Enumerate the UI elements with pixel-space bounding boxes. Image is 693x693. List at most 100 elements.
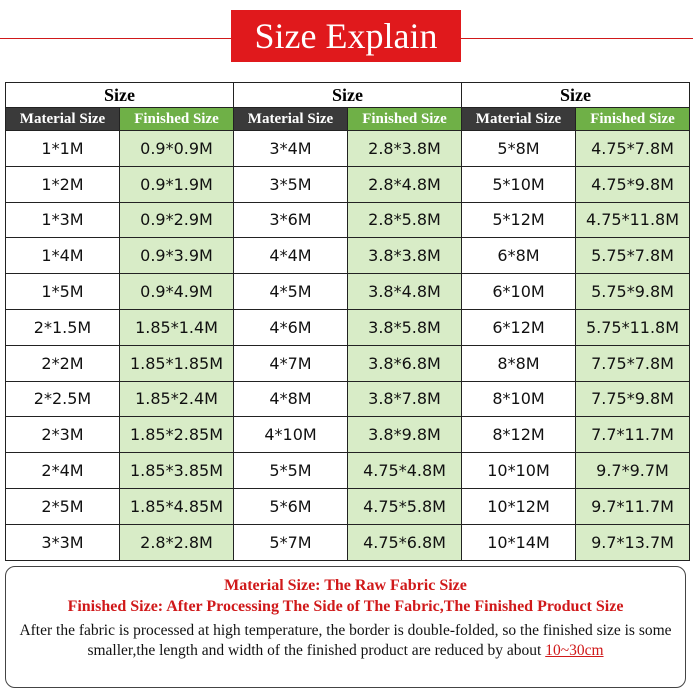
note-text: After the fabric is processed at high te…	[19, 622, 672, 659]
finished-size: 3.8*4.8M	[347, 273, 462, 310]
material-size: 8*10M	[461, 380, 576, 418]
finished-size: 0.9*1.9M	[119, 165, 234, 203]
table-row: 1*3M 0.9*2.9M 3*6M 2.8*5.8M 5*12M 4.75*11.8M	[5, 201, 690, 239]
material-size: 10*12M	[461, 487, 576, 525]
group-header: Size	[233, 82, 462, 108]
material-size: 8*8M	[461, 344, 576, 382]
column-header: Finished Size	[119, 107, 234, 131]
finished-size: 9.7*13.7M	[575, 523, 690, 561]
finished-size: 7.75*9.8M	[575, 380, 690, 418]
finished-size: 4.75*5.8M	[347, 487, 462, 525]
table-row: Material Size Finished Size Material Size F…	[5, 107, 690, 131]
table-row: 1*1M 0.9*0.9M 3*4M 2.8*3.8M 5*8M 4.75*7.8M	[5, 130, 690, 167]
finished-size: 1.85*3.85M	[119, 452, 234, 489]
finished-size: 3.8*6.8M	[347, 344, 462, 382]
material-size: 4*7M	[233, 344, 348, 382]
material-size: 3*4M	[233, 130, 348, 167]
table-row: 1*5M 0.9*4.9M 4*5M 3.8*4.8M 6*10M 5.75*9.8M	[5, 273, 690, 310]
table-row: 2*1.5M 1.85*1.4M 4*6M 3.8*5.8M 6*12M 5.75*11.…	[5, 308, 690, 346]
finished-size: 2.8*3.8M	[347, 130, 462, 167]
material-size: 8*12M	[461, 416, 576, 454]
table-row: 1*4M 0.9*3.9M 4*4M 3.8*3.8M 6*8M 5.75*7.8M	[5, 237, 690, 275]
material-size: 5*6M	[233, 487, 348, 525]
material-size: 5*10M	[461, 165, 576, 203]
finished-size: 1.85*2.85M	[119, 416, 234, 454]
material-size: 2*5M	[5, 487, 120, 525]
table-row: Size Size Size	[5, 82, 690, 108]
material-size: 5*12M	[461, 201, 576, 239]
finished-size: 0.9*2.9M	[119, 201, 234, 239]
material-size: 5*7M	[233, 523, 348, 561]
material-size: 2*4M	[5, 452, 120, 489]
note-finished: Finished Size: After Processing The Side…	[67, 598, 624, 615]
material-size: 1*5M	[5, 273, 120, 310]
note-body: After the fabric is processed at high te…	[6, 621, 685, 661]
finished-size: 2.8*2.8M	[119, 523, 234, 561]
table-row: 3*3M 2.8*2.8M 5*7M 4.75*6.8M 10*14M 9.7*13.7M	[5, 523, 690, 561]
material-size: 1*3M	[5, 201, 120, 239]
note-material: Material Size: The Raw Fabric Size	[224, 577, 467, 594]
material-size: 4*10M	[233, 416, 348, 454]
column-header: Material Size	[5, 107, 120, 131]
column-header: Finished Size	[347, 107, 462, 131]
material-size: 10*10M	[461, 452, 576, 489]
finished-size: 3.8*5.8M	[347, 308, 462, 346]
group-header: Size	[5, 82, 234, 108]
table-row: 2*3M 1.85*2.85M 4*10M 3.8*9.8M 8*12M 7.7*11.7…	[5, 416, 690, 454]
finished-size: 5.75*9.8M	[575, 273, 690, 310]
finished-size: 4.75*7.8M	[575, 130, 690, 167]
finished-size: 5.75*7.8M	[575, 237, 690, 275]
finished-size: 4.75*6.8M	[347, 523, 462, 561]
column-header: Finished Size	[575, 107, 690, 131]
material-size: 4*8M	[233, 380, 348, 418]
table-row: 2*5M 1.85*4.85M 5*6M 4.75*5.8M 10*12M 9.7*11.…	[5, 487, 690, 525]
column-header: Material Size	[233, 107, 348, 131]
finished-size: 0.9*3.9M	[119, 237, 234, 275]
column-header: Material Size	[461, 107, 576, 131]
material-size: 3*6M	[233, 201, 348, 239]
table-body: Size Size Size Material Size Finished Size Ma…	[5, 82, 690, 561]
material-size: 3*3M	[5, 523, 120, 561]
material-size: 6*8M	[461, 237, 576, 275]
finished-size: 2.8*4.8M	[347, 165, 462, 203]
finished-size: 3.8*7.8M	[347, 380, 462, 418]
finished-size: 3.8*3.8M	[347, 237, 462, 275]
material-size: 1*4M	[5, 237, 120, 275]
note-box: Material Size: The Raw Fabric Size Finis…	[5, 566, 686, 688]
material-size: 4*4M	[233, 237, 348, 275]
material-size: 6*12M	[461, 308, 576, 346]
group-header: Size	[461, 82, 690, 108]
material-size: 2*2.5M	[5, 380, 120, 418]
material-size: 4*6M	[233, 308, 348, 346]
finished-size: 0.9*0.9M	[119, 130, 234, 167]
finished-size: 3.8*9.8M	[347, 416, 462, 454]
material-size: 1*1M	[5, 130, 120, 167]
table-row: 2*2.5M 1.85*2.4M 4*8M 3.8*7.8M 8*10M 7.75*9.8…	[5, 380, 690, 418]
material-size: 5*5M	[233, 452, 348, 489]
material-size: 5*8M	[461, 130, 576, 167]
size-table: Size Size Size Material Size Finished Size Ma…	[5, 82, 690, 561]
finished-size: 2.8*5.8M	[347, 201, 462, 239]
finished-size: 0.9*4.9M	[119, 273, 234, 310]
material-size: 2*3M	[5, 416, 120, 454]
note-highlight: 10~30cm	[545, 642, 604, 659]
finished-size: 1.85*1.4M	[119, 308, 234, 346]
finished-size: 4.75*11.8M	[575, 201, 690, 239]
material-size: 10*14M	[461, 523, 576, 561]
table-row: 2*4M 1.85*3.85M 5*5M 4.75*4.8M 10*10M 9.7*9.7…	[5, 452, 690, 489]
finished-size: 4.75*9.8M	[575, 165, 690, 203]
finished-size: 1.85*4.85M	[119, 487, 234, 525]
table-row: 1*2M 0.9*1.9M 3*5M 2.8*4.8M 5*10M 4.75*9.8M	[5, 165, 690, 203]
finished-size: 7.75*7.8M	[575, 344, 690, 382]
material-size: 2*2M	[5, 344, 120, 382]
finished-size: 5.75*11.8M	[575, 308, 690, 346]
finished-size: 4.75*4.8M	[347, 452, 462, 489]
finished-size: 9.7*9.7M	[575, 452, 690, 489]
material-size: 3*5M	[233, 165, 348, 203]
title: Size Explain	[231, 10, 461, 62]
material-size: 2*1.5M	[5, 308, 120, 346]
material-size: 1*2M	[5, 165, 120, 203]
material-size: 4*5M	[233, 273, 348, 310]
material-size: 6*10M	[461, 273, 576, 310]
